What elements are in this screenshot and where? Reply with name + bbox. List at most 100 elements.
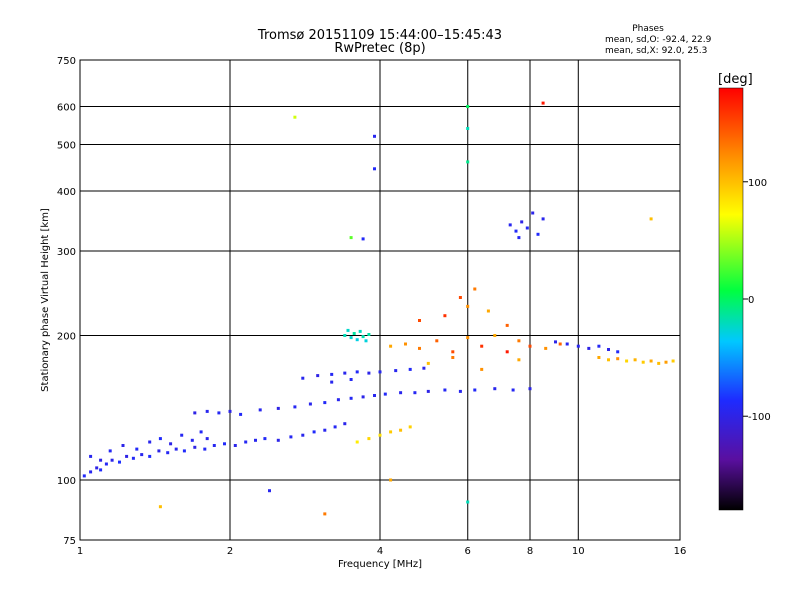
y-tick-label: 75 [63, 536, 76, 547]
data-point [413, 391, 417, 395]
data-point [657, 361, 661, 365]
data-point [607, 348, 610, 351]
stats-line-x: mean, sd,X: 92.0, 25.3 [605, 46, 707, 56]
data-point [404, 342, 407, 346]
data-point [616, 357, 620, 361]
y-tick-label: 100 [57, 476, 76, 487]
colorbar-tick-label: -100 [748, 412, 771, 423]
data-point [361, 395, 365, 399]
data-point [558, 342, 562, 346]
data-point [330, 380, 334, 384]
data-point [330, 372, 334, 376]
data-point [649, 359, 653, 363]
data-point [361, 335, 365, 339]
data-point [466, 160, 470, 164]
data-point [239, 412, 243, 416]
data-point [649, 217, 653, 221]
colorbar [718, 87, 744, 511]
data-point [293, 115, 297, 119]
data-point [364, 339, 368, 343]
data-point [193, 445, 197, 449]
data-point [458, 296, 462, 299]
data-point [205, 409, 209, 413]
data-point [517, 236, 521, 240]
grid-lines [80, 60, 680, 540]
data-point [399, 428, 403, 432]
data-point [408, 367, 412, 371]
data-point [268, 489, 271, 493]
data-point [443, 314, 447, 318]
data-point [466, 127, 470, 130]
data-point [466, 304, 470, 308]
data-point [389, 344, 393, 348]
data-point [118, 460, 121, 464]
data-point [466, 336, 470, 340]
data-point [528, 387, 532, 391]
data-point [316, 374, 320, 378]
data-point [323, 428, 327, 432]
data-point [135, 447, 139, 451]
data-point [587, 346, 591, 350]
data-point [426, 361, 430, 365]
data-point [99, 458, 103, 462]
data-point [349, 378, 353, 381]
data-point [358, 329, 362, 333]
data-point [263, 437, 267, 441]
data-point [554, 340, 557, 344]
stats-line-o: mean, sd,O: -92.4, 22.9 [605, 35, 712, 45]
data-point [212, 444, 216, 447]
y-tick-label: 200 [57, 332, 76, 343]
data-point [408, 425, 412, 429]
data-point [493, 387, 497, 391]
data-point [378, 370, 382, 374]
data-point [616, 350, 620, 354]
data-point [511, 388, 515, 392]
data-point [641, 360, 645, 364]
data-point [293, 405, 297, 409]
data-point [514, 229, 518, 233]
data-point [346, 328, 350, 332]
data-point [349, 336, 353, 340]
data-point [355, 440, 359, 444]
data-point [536, 232, 540, 236]
data-point [531, 211, 535, 215]
y-tick-label: 600 [57, 103, 76, 114]
data-point [525, 226, 529, 230]
data-point [473, 287, 477, 291]
data-point [349, 396, 353, 400]
data-point [508, 223, 512, 227]
data-point [378, 433, 382, 437]
data-point [276, 406, 280, 410]
data-point [343, 334, 347, 337]
data-point [367, 437, 371, 441]
data-point [108, 449, 112, 453]
y-axis-label: Stationary phase Virtual Height [km] [40, 208, 51, 392]
colorbar-label: [deg] [718, 72, 753, 87]
data-point [486, 309, 490, 313]
data-point [193, 411, 197, 415]
data-point [389, 478, 393, 482]
data-point [352, 332, 356, 335]
data-point [361, 237, 365, 241]
data-point [399, 391, 403, 395]
data-point [505, 350, 509, 354]
data-point [158, 505, 162, 509]
data-point [95, 466, 99, 470]
data-point [355, 370, 359, 374]
y-tick-label: 400 [57, 187, 76, 198]
data-point [458, 389, 462, 393]
data-point [131, 456, 135, 460]
data-point [258, 408, 262, 412]
data-point [217, 411, 221, 415]
data-point [110, 458, 114, 462]
data-point [182, 449, 186, 453]
data-point [418, 319, 421, 322]
data-point [301, 376, 305, 380]
x-tick-label: 2 [227, 546, 233, 557]
data-point [443, 388, 447, 392]
data-point [166, 451, 170, 455]
data-point [367, 371, 371, 375]
data-point [301, 433, 305, 437]
data-point [89, 470, 93, 474]
